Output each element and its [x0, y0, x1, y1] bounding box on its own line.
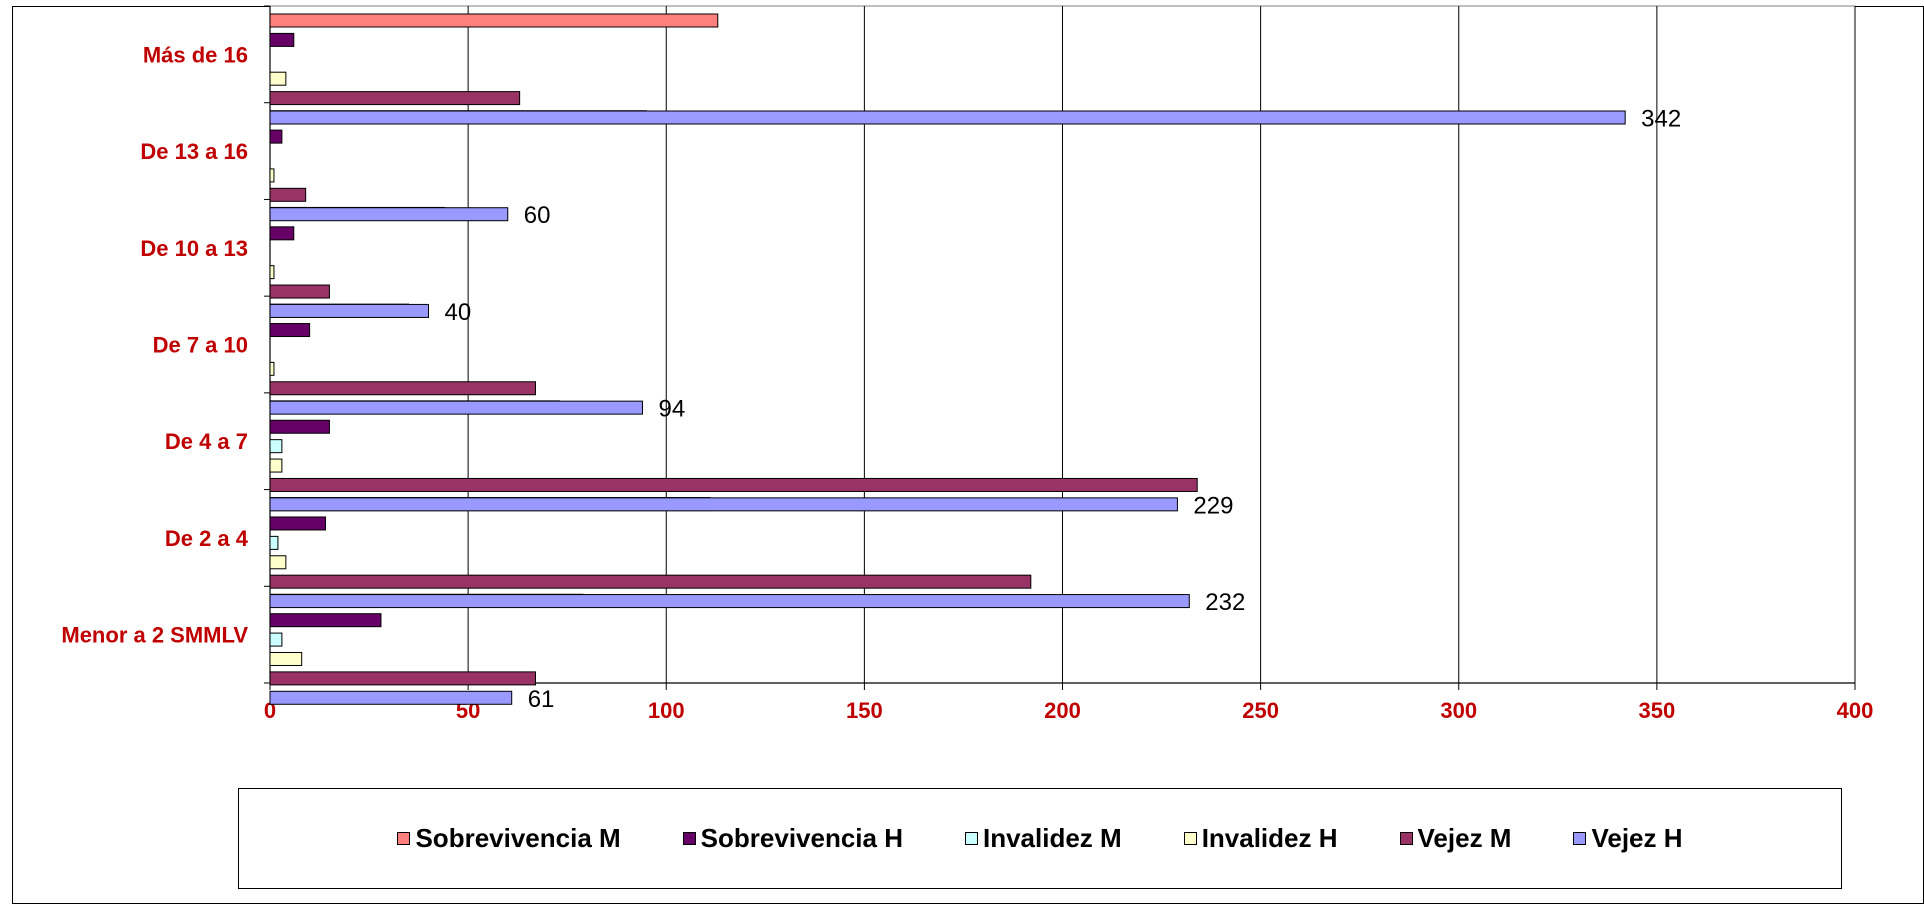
category-label: De 7 a 10	[153, 333, 248, 358]
category-label: De 10 a 13	[140, 236, 248, 261]
bar-vejez-m-mas-de-16	[269, 91, 521, 106]
legend: Sobrevivencia M Sobrevivencia H Invalidez …	[238, 788, 1842, 889]
bar-vejez-h-menor-a-2-smmlv	[269, 690, 513, 705]
legend-label: Invalidez H	[1201, 823, 1338, 853]
bar-vejez-h-de-2-a-4	[269, 594, 1190, 609]
legend-item-sobrevivencia-h: Sobrevivencia H	[682, 823, 903, 854]
bar-vejez-m-de-7-a-10	[269, 381, 536, 396]
legend-label: Sobrevivencia M	[415, 823, 621, 853]
category-label: Menor a 2 SMMLV	[61, 623, 248, 648]
legend-swatch	[1573, 832, 1587, 845]
legend-item-invalidez-m: Invalidez M	[964, 823, 1122, 854]
bar-sobrevivencia-m-mas-de-16	[269, 13, 719, 28]
legend-swatch	[1399, 832, 1413, 845]
legend-label: Invalidez M	[982, 823, 1122, 853]
bar-vejez-m-de-13-a-16	[269, 187, 307, 202]
data-label: 40	[445, 299, 472, 326]
legend-item-sobrevivencia-m: Sobrevivencia M	[397, 823, 621, 854]
legend-swatch	[397, 832, 411, 845]
x-tick-label: 350	[1639, 698, 1676, 723]
category-label: De 2 a 4	[165, 526, 249, 551]
bar-sobrevivencia-h-de-13-a-16	[269, 129, 283, 144]
bar-invalidez-m-de-4-a-7	[269, 439, 283, 454]
bar-sobrevivencia-h-de-7-a-10	[269, 323, 311, 338]
category-label: De 4 a 7	[165, 429, 248, 454]
bar-vejez-m-de-10-a-13	[269, 284, 330, 299]
bar-vejez-h-mas-de-16	[269, 110, 1626, 125]
bar-invalidez-h-de-7-a-10	[269, 361, 275, 376]
bar-invalidez-h-de-13-a-16	[269, 168, 275, 183]
legend-label: Sobrevivencia H	[700, 823, 903, 853]
data-label: 232	[1205, 589, 1245, 616]
x-tick-label: 300	[1440, 698, 1477, 723]
bar-vejez-h-de-7-a-10	[269, 400, 643, 415]
bar-sobrevivencia-h-de-2-a-4	[269, 516, 326, 531]
bar-vejez-m-de-2-a-4	[269, 574, 1032, 589]
legend-label: Vejez H	[1591, 823, 1683, 853]
x-tick-label: 400	[1837, 698, 1874, 723]
x-tick-label: 100	[648, 698, 685, 723]
category-label: Más de 16	[143, 42, 248, 67]
category-label: De 13 a 16	[140, 139, 248, 164]
data-label: 60	[524, 202, 551, 229]
x-tick-label: 250	[1242, 698, 1279, 723]
bar-vejez-h-de-13-a-16	[269, 207, 509, 222]
legend-label: Vejez M	[1417, 823, 1512, 853]
data-label: 229	[1193, 492, 1233, 519]
legend-item-vejez-m: Vejez M	[1399, 823, 1512, 854]
bar-invalidez-h-mas-de-16	[269, 71, 287, 86]
x-tick-label: 200	[1044, 698, 1081, 723]
legend-swatch	[682, 832, 696, 845]
bar-invalidez-m-menor-a-2-smmlv	[269, 632, 283, 647]
bar-vejez-h-de-4-a-7	[269, 497, 1178, 512]
bar-sobrevivencia-h-de-4-a-7	[269, 419, 330, 434]
bar-vejez-m-menor-a-2-smmlv	[269, 671, 536, 686]
bar-invalidez-h-de-10-a-13	[269, 265, 275, 280]
data-label: 61	[528, 686, 555, 713]
x-tick-label: 150	[846, 698, 883, 723]
bar-invalidez-m-de-2-a-4	[269, 535, 279, 550]
bar-sobrevivencia-h-menor-a-2-smmlv	[269, 613, 382, 628]
bar-vejez-m-de-4-a-7	[269, 477, 1198, 492]
bar-sobrevivencia-h-de-10-a-13	[269, 226, 295, 241]
bar-sobrevivencia-h-mas-de-16	[269, 32, 295, 47]
bar-vejez-h-de-10-a-13	[269, 303, 429, 318]
legend-item-invalidez-h: Invalidez H	[1183, 823, 1338, 854]
legend-item-vejez-h: Vejez H	[1573, 823, 1683, 854]
data-label: 342	[1641, 106, 1681, 133]
legend-swatch	[1183, 832, 1197, 845]
bar-invalidez-h-de-4-a-7	[269, 458, 283, 473]
data-label: 94	[658, 396, 685, 423]
legend-swatch	[964, 832, 978, 845]
bar-invalidez-h-menor-a-2-smmlv	[269, 651, 303, 666]
bar-invalidez-h-de-2-a-4	[269, 555, 287, 570]
